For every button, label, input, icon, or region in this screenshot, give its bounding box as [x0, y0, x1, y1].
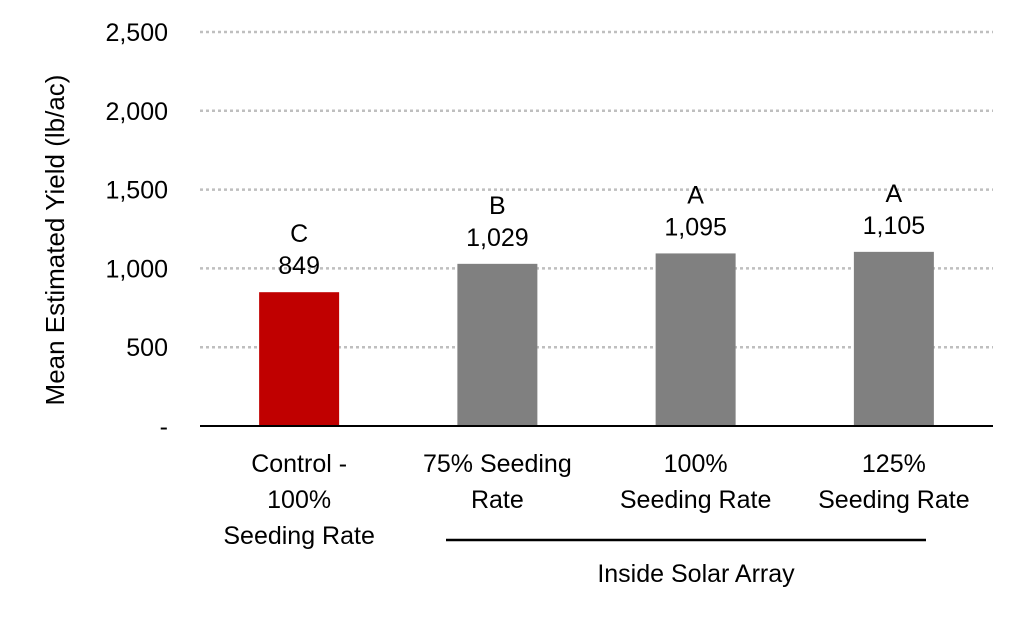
- bars: [259, 251, 934, 426]
- group-label: Inside Solar Array: [597, 560, 795, 588]
- x-tick-label: 100%: [267, 486, 331, 514]
- bar: [853, 251, 934, 426]
- category-labels: Control - 100% Seeding Rate 75% Seeding Rate…: [223, 450, 969, 550]
- y-tick-label: -: [160, 413, 168, 441]
- x-tick-label: Seeding Rate: [223, 522, 375, 550]
- bar-value-label: 1,029: [466, 224, 529, 252]
- y-axis-ticks: - 500 1,000 1,500 2,000 2,500: [105, 19, 168, 441]
- bar: [655, 253, 736, 426]
- bar-value-label: 1,105: [863, 212, 926, 240]
- data-labels: 849 C 1,029 B 1,095 A 1,105 A: [278, 180, 925, 280]
- bar-value-label: 1,095: [664, 213, 727, 241]
- significance-letter: A: [687, 181, 704, 209]
- bar: [259, 292, 340, 426]
- x-tick-label: Control -: [251, 450, 347, 478]
- x-tick-label: 125%: [862, 450, 926, 478]
- x-tick-label: Seeding Rate: [818, 486, 970, 514]
- y-tick-label: 2,000: [105, 98, 168, 126]
- bar: [457, 263, 538, 426]
- y-tick-label: 1,000: [105, 255, 168, 283]
- bar-value-label: 849: [278, 252, 320, 280]
- x-tick-label: 75% Seeding: [423, 450, 572, 478]
- significance-letter: C: [290, 220, 308, 248]
- y-tick-label: 2,500: [105, 19, 168, 47]
- y-tick-label: 1,500: [105, 177, 168, 205]
- y-axis-title: Mean Estimated Yield (lb/ac): [40, 75, 70, 406]
- x-tick-label: Seeding Rate: [620, 486, 772, 514]
- significance-letter: A: [886, 180, 903, 208]
- x-tick-label: 100%: [664, 450, 728, 478]
- y-tick-label: 500: [126, 334, 168, 362]
- x-tick-label: Rate: [471, 486, 524, 514]
- significance-letter: B: [489, 192, 506, 220]
